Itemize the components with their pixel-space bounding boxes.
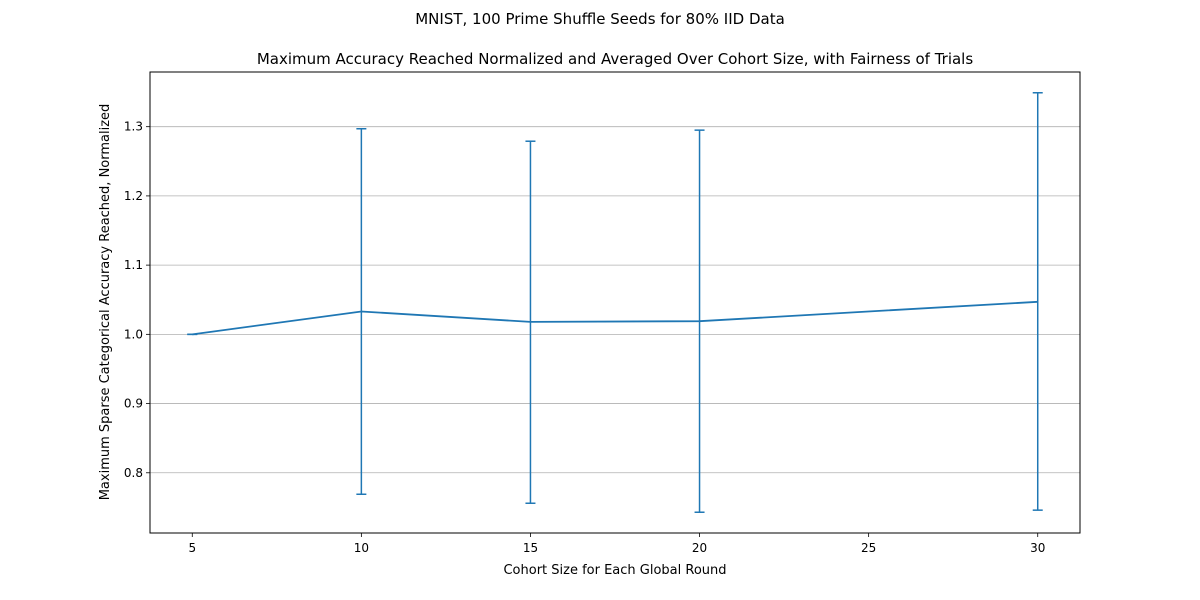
x-axis-label: Cohort Size for Each Global Round	[503, 563, 726, 578]
chart-title: Maximum Accuracy Reached Normalized and …	[257, 50, 974, 68]
chart-suptitle: MNIST, 100 Prime Shuffle Seeds for 80% I…	[415, 10, 785, 28]
y-tick-label: 1.2	[124, 189, 143, 203]
x-tick-label: 10	[354, 541, 369, 555]
y-tick-label: 1.1	[124, 258, 143, 272]
y-tick-label: 0.9	[124, 397, 143, 411]
x-tick-label: 25	[861, 541, 876, 555]
x-axis-ticks: 5 10 15 20 25 30	[188, 533, 1045, 555]
x-tick-label: 20	[692, 541, 707, 555]
grid-lines	[150, 126, 1080, 474]
data-series	[187, 92, 1043, 513]
y-axis-ticks: 0.8 0.9 1.0 1.1 1.2 1.3	[124, 120, 150, 480]
y-axis-label: Maximum Sparse Categorical Accuracy Reac…	[98, 104, 113, 501]
x-tick-label: 15	[523, 541, 538, 555]
y-tick-label: 0.8	[124, 466, 143, 480]
series-line	[192, 300, 1038, 336]
x-tick-label: 30	[1030, 541, 1045, 555]
plot-area-frame	[149, 71, 1081, 534]
x-tick-label: 5	[188, 541, 196, 555]
y-tick-label: 1.3	[124, 120, 143, 134]
y-tick-label: 1.0	[124, 327, 143, 341]
